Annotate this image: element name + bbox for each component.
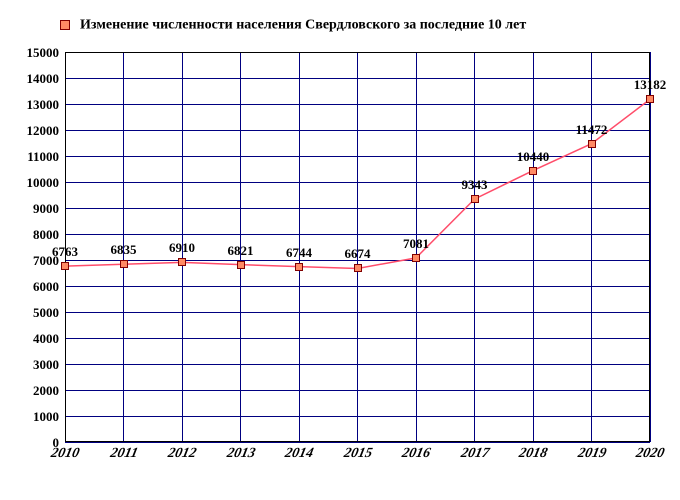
data-point-marker: [588, 140, 596, 148]
data-point-marker: [471, 195, 479, 203]
data-point-label: 6744: [286, 245, 312, 261]
y-axis-tick-label: 12000: [27, 123, 60, 139]
data-point-marker: [354, 264, 362, 272]
data-point-label: 11472: [576, 122, 608, 138]
chart-legend: Изменение численности населения Свердлов…: [60, 16, 526, 34]
data-point-label: 13182: [634, 77, 667, 93]
data-point-label: 6910: [169, 240, 195, 256]
x-axis-tick-label: 2015: [342, 446, 373, 462]
data-point-label: 7081: [403, 236, 429, 252]
data-point-marker: [178, 258, 186, 266]
data-point-marker: [120, 260, 128, 268]
y-axis-tick-label: 3000: [33, 357, 59, 373]
data-point-label: 9343: [462, 177, 488, 193]
y-axis-tick-label: 8000: [33, 227, 59, 243]
data-point-marker: [529, 167, 537, 175]
data-point-label: 6674: [345, 246, 371, 262]
x-axis-tick-label: 2014: [283, 446, 314, 462]
y-axis-tick-label: 2000: [33, 383, 59, 399]
data-point-marker: [61, 262, 69, 270]
y-axis-tick-label: 6000: [33, 279, 59, 295]
x-axis-tick-label: 2011: [108, 446, 139, 462]
y-axis-tick-label: 9000: [33, 201, 59, 217]
y-axis-tick-label: 15000: [27, 45, 60, 61]
y-axis-tick-label: 4000: [33, 331, 59, 347]
x-axis-tick-label: 2012: [166, 446, 197, 462]
y-axis-tick-label: 1000: [33, 409, 59, 425]
x-axis-tick-label: 2013: [225, 446, 256, 462]
data-point-label: 6821: [228, 243, 254, 259]
data-point-marker: [237, 261, 245, 269]
x-axis-tick-label: 2016: [400, 446, 431, 462]
y-axis-tick-label: 5000: [33, 305, 59, 321]
y-axis-tick-label: 11000: [27, 149, 59, 165]
y-axis-tick-label: 14000: [27, 71, 60, 87]
x-axis-tick-label: 2018: [517, 446, 548, 462]
data-point-marker: [412, 254, 420, 262]
x-axis-tick-label: 2010: [49, 446, 80, 462]
x-axis-tick-label: 2019: [576, 446, 607, 462]
y-axis-tick-label: 10000: [27, 175, 60, 191]
y-axis-tick-label: 13000: [27, 97, 60, 113]
legend-text: Изменение численности населения Свердлов…: [80, 17, 526, 32]
data-point-label: 6835: [111, 242, 137, 258]
data-point-marker: [646, 95, 654, 103]
data-point-label: 10440: [517, 149, 550, 165]
legend-marker-icon: [60, 20, 70, 30]
data-point-marker: [295, 263, 303, 271]
x-axis-tick-label: 2020: [634, 446, 665, 462]
data-point-label: 6763: [52, 244, 78, 260]
chart-plot-area: 0100020003000400050006000700080009000100…: [65, 52, 650, 442]
x-axis-tick-label: 2017: [459, 446, 490, 462]
